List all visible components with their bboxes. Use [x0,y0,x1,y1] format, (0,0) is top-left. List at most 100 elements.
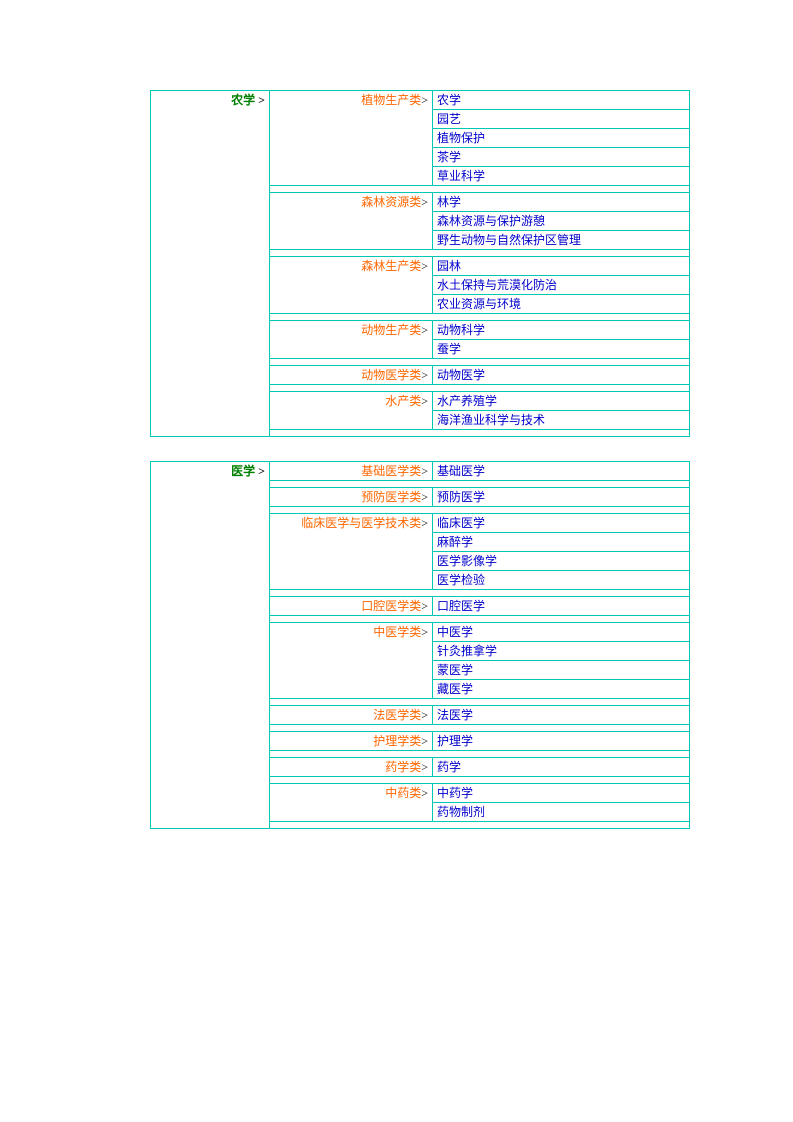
item-label: 预防医学 [437,490,485,504]
spacer-cell [270,507,690,514]
item-label: 蚕学 [437,342,461,356]
item-label: 蒙医学 [437,663,473,677]
item-label: 植物保护 [437,131,485,145]
item-cell: 蚕学 [433,340,690,359]
category-label: 森林资源类 [361,195,421,209]
item-cell: 野生动物与自然保护区管理 [433,231,690,250]
major-cell: 农学 > [151,91,270,437]
item-cell: 医学影像学 [433,552,690,571]
spacer-cell [270,250,690,257]
category-label: 法医学类 [373,708,421,722]
category-label: 口腔医学类 [361,599,421,613]
spacer-cell [270,699,690,706]
category-label: 植物生产类 [361,93,421,107]
category-cell: 预防医学类> [270,488,433,507]
item-cell: 园林 [433,257,690,276]
arrow-icon: > [255,464,265,478]
item-cell: 针灸推拿学 [433,642,690,661]
arrow-icon: > [421,599,428,613]
table-row: 医学 >基础医学类>基础医学 [151,462,690,481]
item-label: 口腔医学 [437,599,485,613]
item-cell: 基础医学 [433,462,690,481]
arrow-icon: > [421,490,428,504]
category-cell: 森林生产类> [270,257,433,314]
item-label: 中药学 [437,786,473,800]
category-label: 动物医学类 [361,368,421,382]
item-label: 野生动物与自然保护区管理 [437,233,581,247]
arrow-icon: > [421,760,428,774]
item-label: 针灸推拿学 [437,644,497,658]
spacer-cell [270,314,690,321]
item-cell: 草业科学 [433,167,690,186]
spacer-cell [270,359,690,366]
category-cell: 动物医学类> [270,366,433,385]
item-cell: 农学 [433,91,690,110]
item-cell: 中药学 [433,784,690,803]
item-label: 园林 [437,259,461,273]
arrow-icon: > [421,625,428,639]
item-cell: 水土保持与荒漠化防治 [433,276,690,295]
item-label: 草业科学 [437,169,485,183]
item-label: 医学检验 [437,573,485,587]
item-cell: 动物科学 [433,321,690,340]
item-label: 森林资源与保护游憩 [437,214,545,228]
category-label: 临床医学与医学技术类 [301,516,421,530]
item-cell: 麻醉学 [433,533,690,552]
arrow-icon: > [255,93,265,107]
item-label: 茶学 [437,150,461,164]
item-label: 林学 [437,195,461,209]
category-label: 水产类 [385,394,421,408]
item-label: 麻醉学 [437,535,473,549]
category-cell: 森林资源类> [270,193,433,250]
spacer-cell [270,751,690,758]
arrow-icon: > [421,368,428,382]
major-label: 医学 [231,464,255,478]
item-cell: 预防医学 [433,488,690,507]
spacer-cell [270,822,690,829]
item-label: 水产养殖学 [437,394,497,408]
item-cell: 中医学 [433,623,690,642]
category-cell: 药学类> [270,758,433,777]
item-cell: 农业资源与环境 [433,295,690,314]
item-label: 农业资源与环境 [437,297,521,311]
item-label: 园艺 [437,112,461,126]
category-cell: 植物生产类> [270,91,433,186]
tables-host: 农学 >植物生产类>农学园艺植物保护茶学草业科学森林资源类>林学森林资源与保护游… [150,90,688,829]
category-label: 森林生产类 [361,259,421,273]
arrow-icon: > [421,786,428,800]
spacer-cell [270,777,690,784]
major-label: 农学 [231,93,255,107]
category-label: 中药类 [385,786,421,800]
item-label: 药物制剂 [437,805,485,819]
arrow-icon: > [421,394,428,408]
page-container: 农学 >植物生产类>农学园艺植物保护茶学草业科学森林资源类>林学森林资源与保护游… [0,0,793,829]
arrow-icon: > [421,516,428,530]
item-cell: 药学 [433,758,690,777]
item-cell: 法医学 [433,706,690,725]
arrow-icon: > [421,195,428,209]
item-label: 中医学 [437,625,473,639]
item-label: 药学 [437,760,461,774]
spacer-cell [270,481,690,488]
arrow-icon: > [421,93,428,107]
spacer-cell [270,430,690,437]
item-cell: 林学 [433,193,690,212]
category-label: 基础医学类 [361,464,421,478]
item-label: 基础医学 [437,464,485,478]
category-cell: 水产类> [270,392,433,430]
spacer-cell [270,616,690,623]
category-cell: 法医学类> [270,706,433,725]
spacer-cell [270,186,690,193]
item-cell: 临床医学 [433,514,690,533]
arrow-icon: > [421,734,428,748]
category-label: 动物生产类 [361,323,421,337]
item-cell: 森林资源与保护游憩 [433,212,690,231]
item-cell: 海洋渔业科学与技术 [433,411,690,430]
item-cell: 植物保护 [433,129,690,148]
category-cell: 动物生产类> [270,321,433,359]
category-label: 中医学类 [373,625,421,639]
item-cell: 药物制剂 [433,803,690,822]
item-label: 藏医学 [437,682,473,696]
major-cell: 医学 > [151,462,270,829]
item-cell: 水产养殖学 [433,392,690,411]
